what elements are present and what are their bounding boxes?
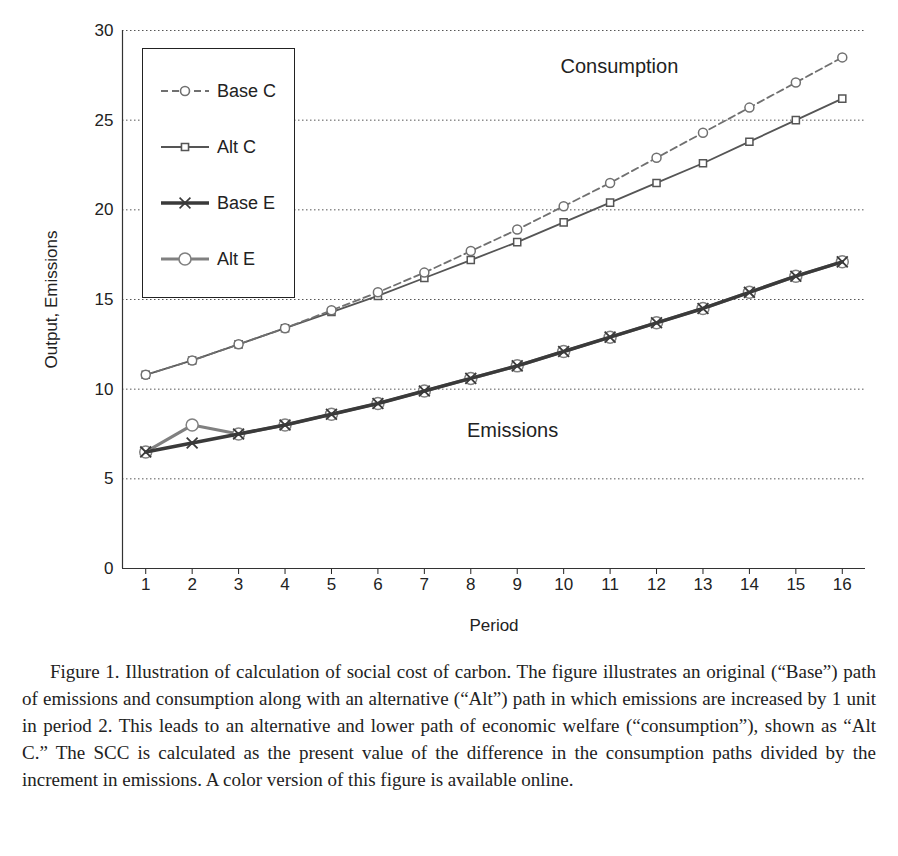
html-text:Base E: Base E [217, 192, 275, 213]
svg-text:15: 15 [95, 290, 114, 309]
svg-text:4: 4 [280, 575, 289, 594]
svg-text:11: 11 [601, 575, 619, 594]
svg-text:1: 1 [141, 575, 150, 594]
svg-text:13: 13 [694, 575, 713, 594]
svg-text:6: 6 [373, 575, 382, 594]
svg-text:10: 10 [554, 575, 573, 594]
svg-text:5: 5 [104, 469, 113, 488]
svg-text:Period: Period [469, 616, 518, 635]
svg-text:8: 8 [466, 575, 475, 594]
svg-text:16: 16 [833, 575, 852, 594]
svg-text:2: 2 [187, 575, 196, 594]
svg-text:0: 0 [104, 559, 113, 578]
html-text:Alt E: Alt E [217, 248, 255, 269]
html-text:Figure 1. Illustration of calc: Figure 1. Illustration of calculation of… [22, 661, 876, 790]
svg-text:10: 10 [95, 380, 114, 399]
svg-text:7: 7 [420, 575, 429, 594]
svg-text:15: 15 [786, 575, 805, 594]
svg-text:Consumption: Consumption [560, 55, 678, 77]
html-text:Alt C: Alt C [217, 136, 256, 157]
svg-text:Output, Emissions: Output, Emissions [42, 231, 61, 369]
svg-text:14: 14 [740, 575, 759, 594]
svg-text:3: 3 [234, 575, 243, 594]
svg-text:5: 5 [327, 575, 336, 594]
html-text:Base C: Base C [217, 80, 276, 101]
svg-text:Emissions: Emissions [467, 419, 558, 441]
svg-text:12: 12 [647, 575, 666, 594]
svg-text:25: 25 [95, 111, 114, 130]
svg-text:20: 20 [95, 200, 114, 219]
svg-text:30: 30 [95, 21, 114, 40]
svg-text:9: 9 [512, 575, 521, 594]
